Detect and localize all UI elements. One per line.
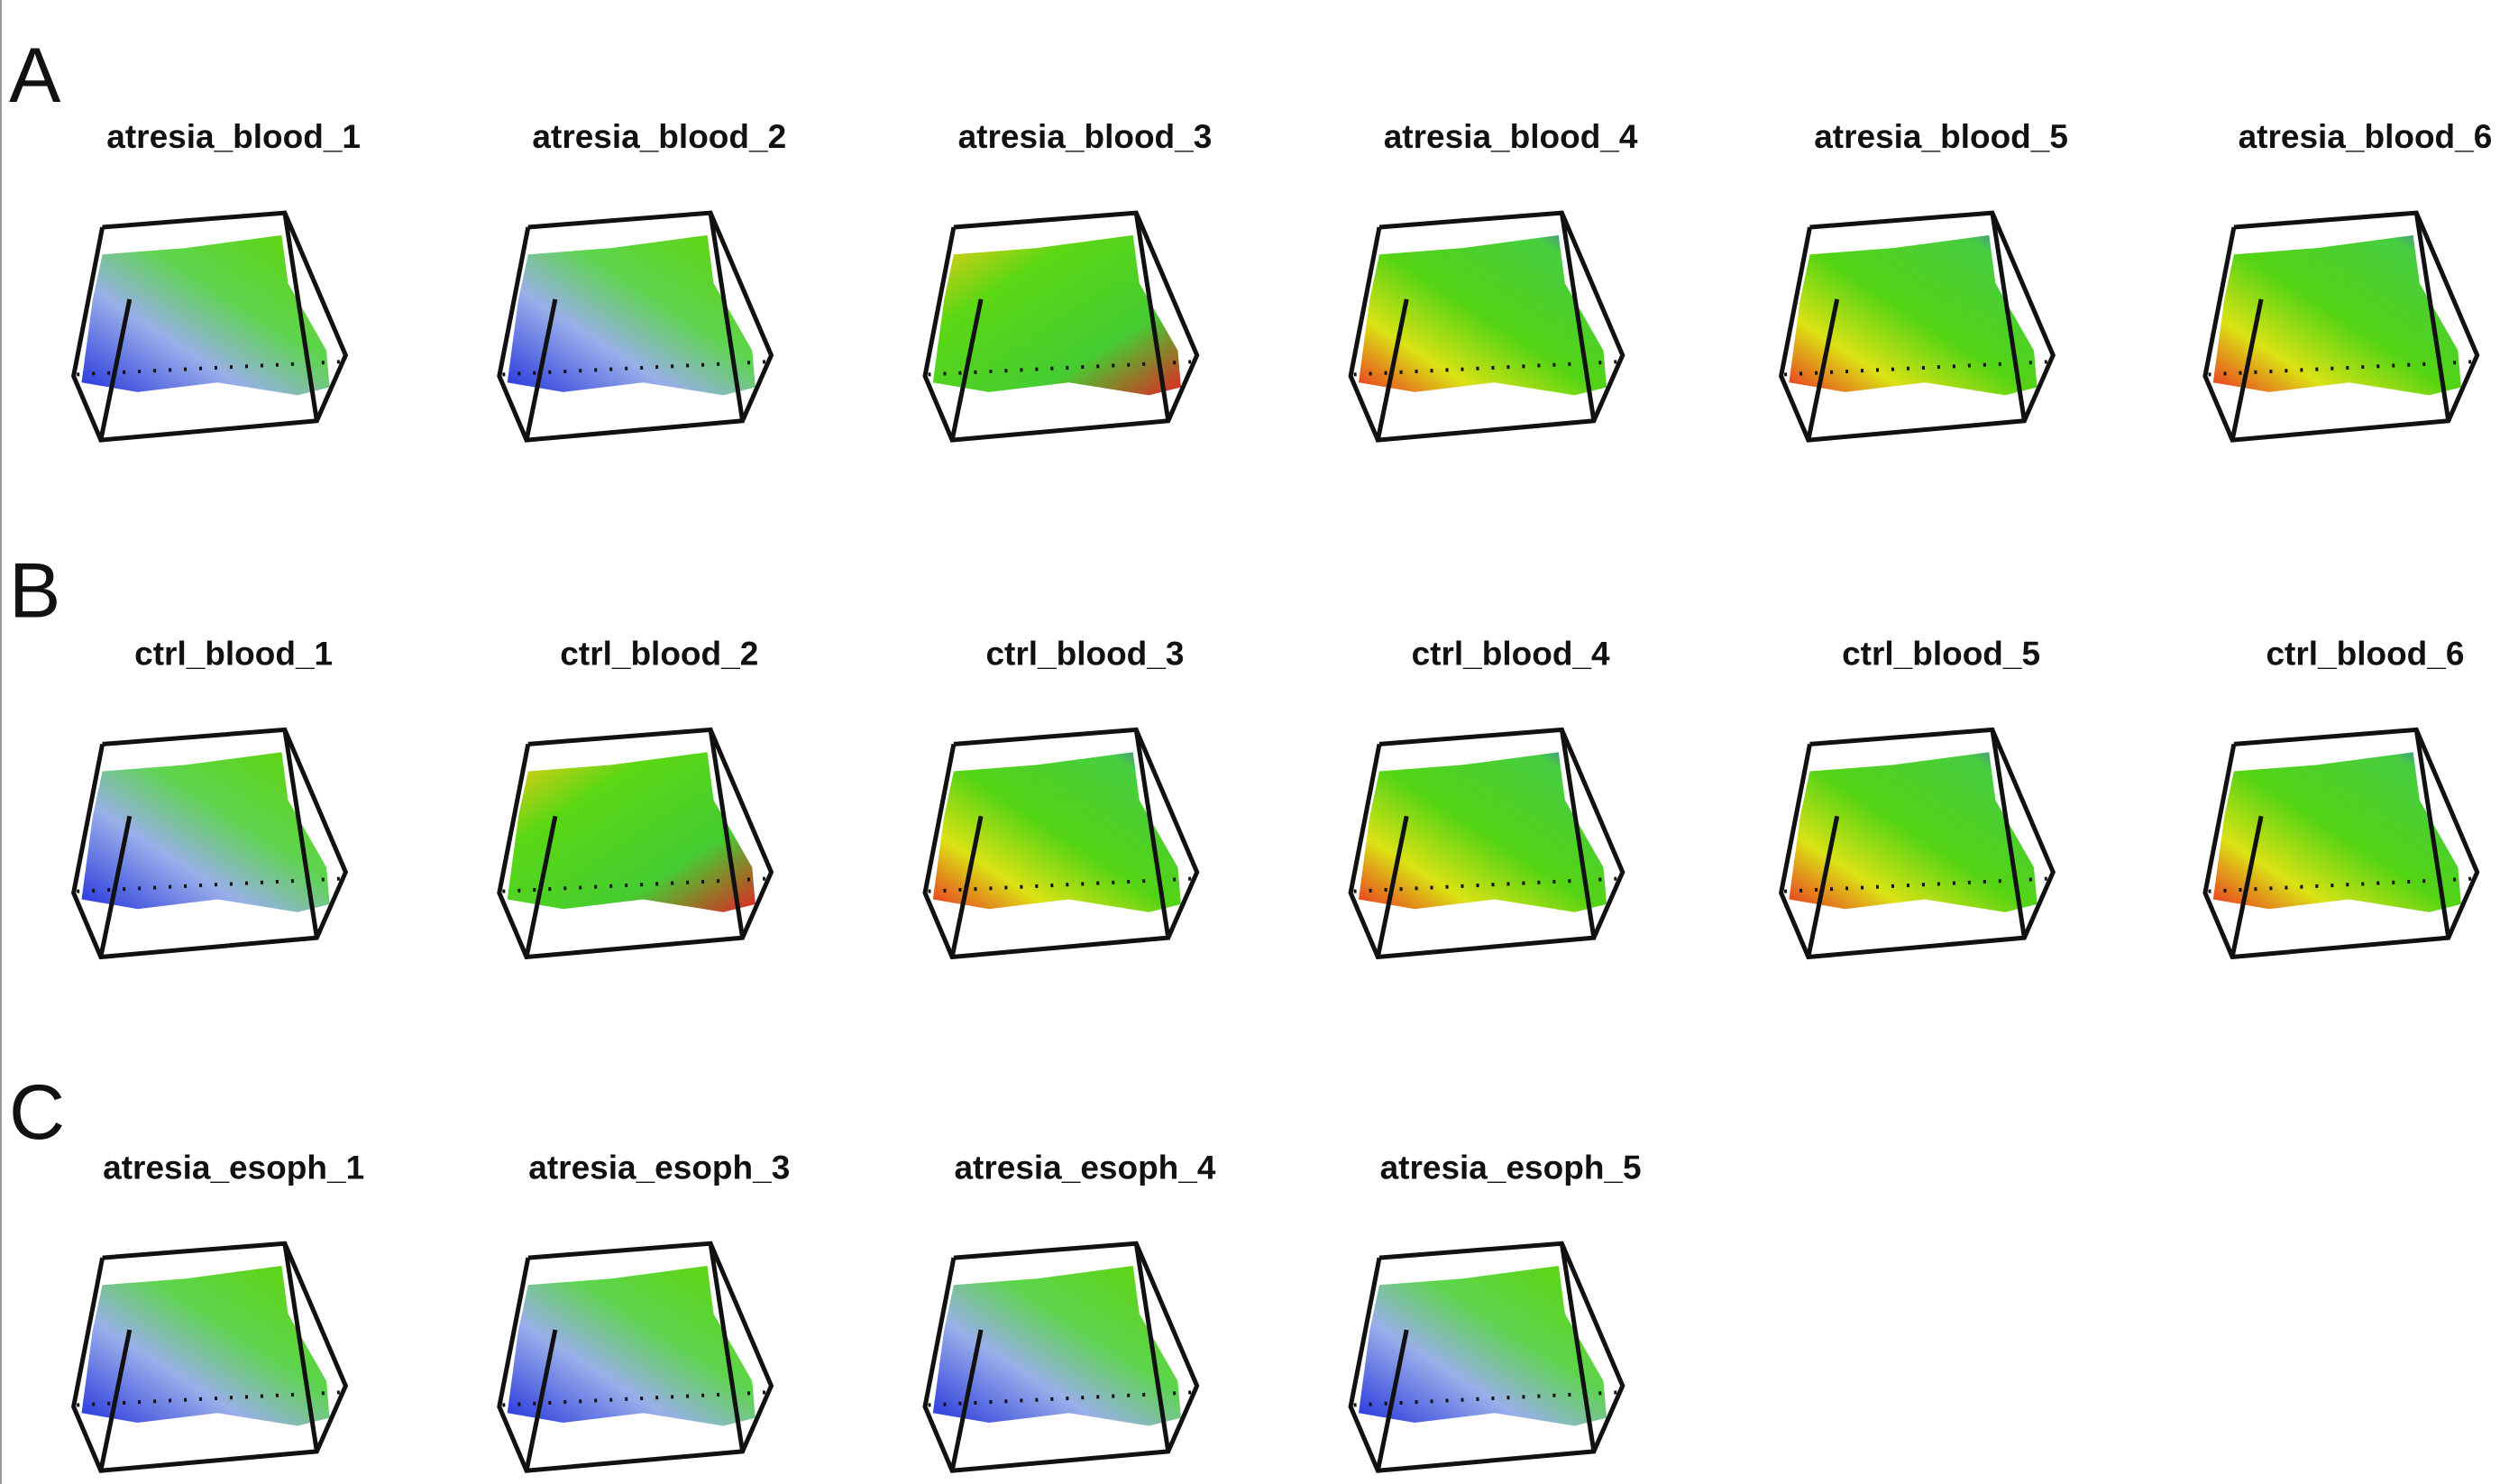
surface bbox=[81, 752, 330, 912]
cube-edge bbox=[1559, 729, 1597, 939]
plot-title: ctrl_blood_5 bbox=[1842, 636, 2040, 673]
surface bbox=[1359, 1266, 1607, 1426]
plot-title: atresia_esoph_1 bbox=[103, 1149, 364, 1186]
plot-title: atresia_esoph_3 bbox=[528, 1149, 790, 1186]
surface bbox=[2212, 752, 2461, 912]
surface bbox=[1359, 234, 1607, 396]
surface bbox=[932, 234, 1181, 396]
cube-edge bbox=[1133, 729, 1171, 939]
plot-title: ctrl_blood_6 bbox=[2266, 636, 2464, 673]
plot-title: atresia_blood_2 bbox=[532, 118, 786, 155]
surface-plot: atresia_blood_2 bbox=[497, 118, 786, 443]
surface bbox=[507, 1266, 755, 1426]
cube-edge bbox=[2413, 212, 2451, 422]
plot-title: atresia_esoph_4 bbox=[954, 1149, 1215, 1186]
surface-plot: ctrl_blood_6 bbox=[2202, 636, 2480, 960]
cube-edge bbox=[1559, 212, 1597, 422]
surface bbox=[932, 1266, 1181, 1426]
surface bbox=[81, 234, 330, 396]
cube-edge bbox=[98, 1329, 133, 1471]
cube-edge bbox=[1990, 729, 2027, 939]
cube-edge bbox=[524, 1329, 558, 1471]
surface-plot: atresia_esoph_3 bbox=[497, 1149, 790, 1473]
cube-edge bbox=[708, 212, 746, 422]
cube-edge bbox=[949, 298, 984, 441]
cube-edge bbox=[949, 815, 984, 958]
cube-edge bbox=[282, 212, 319, 422]
plot-title: atresia_blood_4 bbox=[1384, 118, 1638, 155]
plot-title: atresia_blood_1 bbox=[106, 118, 361, 155]
cube-edge bbox=[1990, 212, 2027, 422]
cube-edge bbox=[2413, 729, 2451, 939]
surface-plot: atresia_blood_6 bbox=[2202, 118, 2493, 443]
cube-edge bbox=[524, 298, 558, 441]
surface bbox=[1789, 234, 2037, 396]
surface-plot: atresia_blood_1 bbox=[71, 118, 361, 443]
cube-edge bbox=[2230, 815, 2264, 958]
cube-edge bbox=[524, 815, 558, 958]
cube-edge bbox=[98, 298, 133, 441]
cube-edge bbox=[708, 729, 746, 939]
plot-title: ctrl_blood_3 bbox=[985, 636, 1184, 673]
surface-plot: ctrl_blood_2 bbox=[497, 636, 774, 960]
cube-edge bbox=[708, 1242, 746, 1452]
surface-plot: atresia_esoph_5 bbox=[1348, 1149, 1642, 1473]
surface bbox=[507, 234, 755, 396]
surface-plot: ctrl_blood_5 bbox=[1779, 636, 2056, 960]
panel-letter: C bbox=[9, 1069, 65, 1156]
surface bbox=[2212, 234, 2461, 396]
cube-edge bbox=[2230, 298, 2264, 441]
surface-plot: atresia_esoph_4 bbox=[922, 1149, 1216, 1473]
cube-edge bbox=[282, 1242, 319, 1452]
panel-letter: B bbox=[9, 547, 60, 634]
cube-edge bbox=[1806, 815, 1840, 958]
plot-title: ctrl_blood_2 bbox=[560, 636, 758, 673]
cube-edge bbox=[1133, 212, 1171, 422]
cube-edge bbox=[1375, 1329, 1409, 1471]
cube-edge bbox=[98, 815, 133, 958]
surface-plot: ctrl_blood_4 bbox=[1348, 636, 1625, 960]
surface bbox=[81, 1266, 330, 1426]
surface-plot: ctrl_blood_1 bbox=[71, 636, 349, 960]
panel-letter: A bbox=[9, 32, 61, 119]
surface bbox=[1359, 752, 1607, 912]
surface-plot: atresia_blood_4 bbox=[1348, 118, 1638, 443]
cube-edge bbox=[949, 1329, 984, 1471]
plot-title: ctrl_blood_1 bbox=[134, 636, 333, 673]
surface bbox=[507, 752, 755, 912]
cube-edge bbox=[1559, 1242, 1597, 1452]
surface bbox=[1789, 752, 2037, 912]
surface bbox=[932, 752, 1181, 912]
cube-edge bbox=[1375, 298, 1409, 441]
plot-title: atresia_blood_5 bbox=[1814, 118, 2068, 155]
plot-title: atresia_esoph_5 bbox=[1380, 1149, 1642, 1186]
surface-plot: atresia_esoph_1 bbox=[71, 1149, 364, 1473]
plot-title: ctrl_blood_4 bbox=[1412, 636, 1610, 673]
surface-plot: ctrl_blood_3 bbox=[922, 636, 1200, 960]
cube-edge bbox=[1133, 1242, 1171, 1452]
cube-edge bbox=[1806, 298, 1840, 441]
plot-title: atresia_blood_6 bbox=[2239, 118, 2493, 155]
surface-plot: atresia_blood_5 bbox=[1779, 118, 2068, 443]
cube-edge bbox=[282, 729, 319, 939]
plot-title: atresia_blood_3 bbox=[958, 118, 1213, 155]
cube-edge bbox=[1375, 815, 1409, 958]
surface-plot: atresia_blood_3 bbox=[922, 118, 1213, 443]
